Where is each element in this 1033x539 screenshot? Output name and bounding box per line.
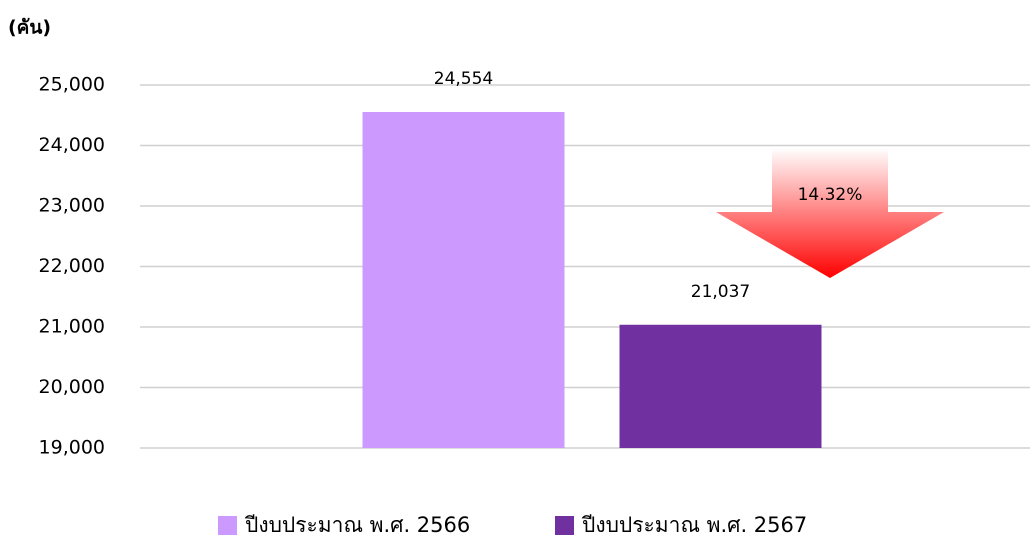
bar	[619, 324, 822, 448]
bar	[362, 111, 565, 448]
decrease-arrow	[716, 148, 944, 278]
y-axis-label: (คัน)	[8, 17, 51, 39]
legend-label: ปีงบประมาณ พ.ศ. 2566	[244, 513, 470, 537]
value-label: 24,554	[434, 69, 493, 89]
y-tick-label: 21,000	[39, 316, 105, 338]
y-tick-label: 24,000	[39, 134, 105, 156]
y-tick-label: 23,000	[39, 195, 105, 217]
y-tick-label: 19,000	[39, 437, 105, 459]
y-tick-label: 22,000	[39, 255, 105, 277]
y-tick-label: 20,000	[39, 376, 105, 398]
legend-swatch	[218, 516, 237, 535]
legend-swatch	[555, 516, 574, 535]
y-tick-label: 25,000	[39, 74, 105, 96]
legend-label: ปีงบประมาณ พ.ศ. 2567	[581, 513, 807, 537]
value-label: 21,037	[691, 282, 750, 302]
annotation: 14.32%	[798, 185, 863, 205]
